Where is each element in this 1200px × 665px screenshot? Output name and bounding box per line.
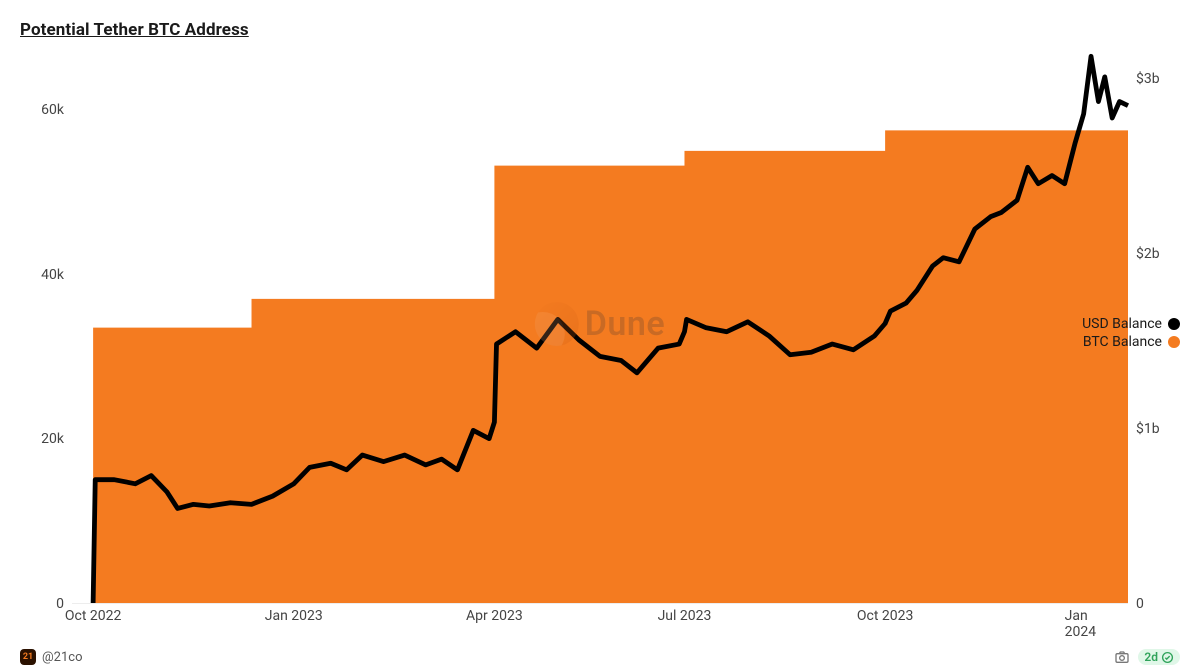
x-tick: Oct 2023 xyxy=(857,608,914,624)
freshness-pill[interactable]: 2d xyxy=(1138,649,1180,665)
freshness-label: 2d xyxy=(1144,650,1158,664)
legend-item[interactable]: BTC Balance xyxy=(1050,334,1180,350)
check-circle-icon xyxy=(1161,651,1174,664)
legend-swatch-icon xyxy=(1168,318,1180,330)
chart-area[interactable]: 020k40k60k Dune 0$1b$2b$3b Oct 2022Jan 2… xyxy=(20,44,1180,604)
y-left-tick: 60k xyxy=(41,102,64,118)
camera-icon[interactable] xyxy=(1114,649,1130,665)
y-right-tick: $2b xyxy=(1136,246,1160,262)
credit-handle[interactable]: @21co xyxy=(42,650,83,665)
legend-label: BTC Balance xyxy=(1083,334,1162,350)
x-axis: Oct 2022Jan 2023Apr 2023Jul 2023Oct 2023… xyxy=(72,604,1128,628)
chart-title[interactable]: Potential Tether BTC Address xyxy=(20,20,1180,40)
x-tick: Jul 2023 xyxy=(658,608,712,624)
legend-item[interactable]: USD Balance xyxy=(1050,316,1180,332)
legend: USD Balance BTC Balance xyxy=(1050,314,1180,352)
y-right-tick: 0 xyxy=(1136,596,1144,612)
y-right-tick: $3b xyxy=(1136,71,1160,87)
btc-balance-area xyxy=(93,130,1128,603)
plot-region[interactable]: Dune xyxy=(72,44,1128,604)
brand-badge-icon: 21 xyxy=(20,649,36,665)
y-left-tick: 0 xyxy=(56,596,64,612)
y-axis-left: 020k40k60k xyxy=(20,44,72,604)
x-tick: Jan 2023 xyxy=(265,608,323,624)
legend-swatch-icon xyxy=(1168,336,1180,348)
x-tick: Oct 2022 xyxy=(65,608,122,624)
x-tick: Apr 2023 xyxy=(466,608,523,624)
x-tick: Jan 2024 xyxy=(1065,608,1107,640)
y-right-tick: $1b xyxy=(1136,421,1160,437)
y-left-tick: 20k xyxy=(41,431,64,447)
y-left-tick: 40k xyxy=(41,267,64,283)
legend-label: USD Balance xyxy=(1082,316,1162,332)
